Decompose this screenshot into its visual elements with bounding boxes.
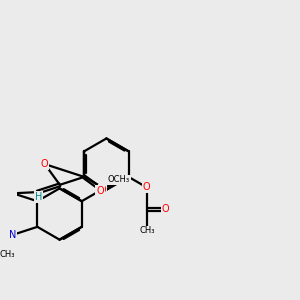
Text: OCH₃: OCH₃ xyxy=(108,175,130,184)
Text: O: O xyxy=(96,186,104,196)
Text: CH₃: CH₃ xyxy=(139,226,154,236)
Text: H: H xyxy=(35,192,42,202)
Text: O: O xyxy=(41,159,49,169)
Text: N: N xyxy=(9,230,17,240)
Text: O: O xyxy=(99,185,106,195)
Text: O: O xyxy=(161,204,169,214)
Text: O: O xyxy=(143,182,151,192)
Text: CH₃: CH₃ xyxy=(0,250,15,259)
